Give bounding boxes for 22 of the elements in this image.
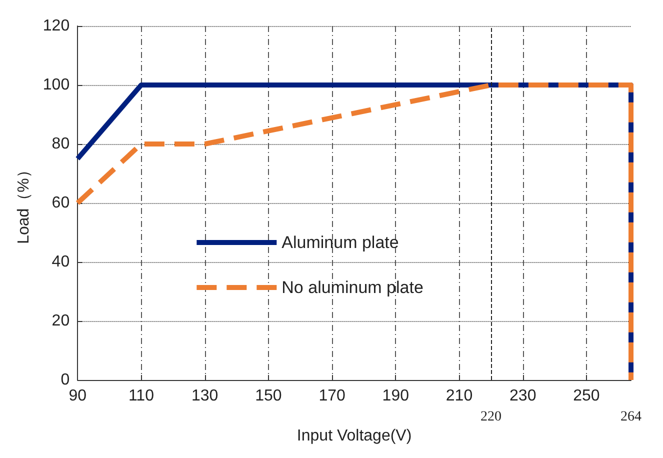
y-tick-label: 60 [52, 194, 70, 212]
y-axis-title: Load（%） [16, 162, 32, 244]
x-tick-label: 250 [573, 388, 600, 404]
x-tick-label: 210 [446, 388, 473, 404]
legend-label: No aluminum plate [282, 278, 424, 297]
y-tick-label: 100 [42, 76, 70, 94]
x-tick-label: 170 [318, 388, 346, 404]
x-tick-label: 130 [191, 388, 218, 404]
x-axis-title: Input Voltage(V) [296, 428, 412, 444]
x-tick-label: 230 [510, 388, 536, 404]
y-tick-label: 40 [52, 254, 70, 270]
y-tick-label: 80 [52, 136, 70, 152]
legend-label: Aluminum plate [282, 233, 399, 252]
y-tick-label: 0 [60, 372, 70, 388]
x-tick-label: 150 [255, 388, 282, 404]
y-tick-label: 120 [42, 18, 70, 34]
x-tick-label: 110 [128, 388, 154, 404]
y-tick-label: 20 [52, 312, 70, 330]
x-tick-label: 190 [382, 388, 410, 404]
x2-tick-label: 220 [480, 410, 502, 424]
x2-tick-label: 264 [620, 410, 642, 424]
x-tick-label: 90 [68, 388, 87, 404]
